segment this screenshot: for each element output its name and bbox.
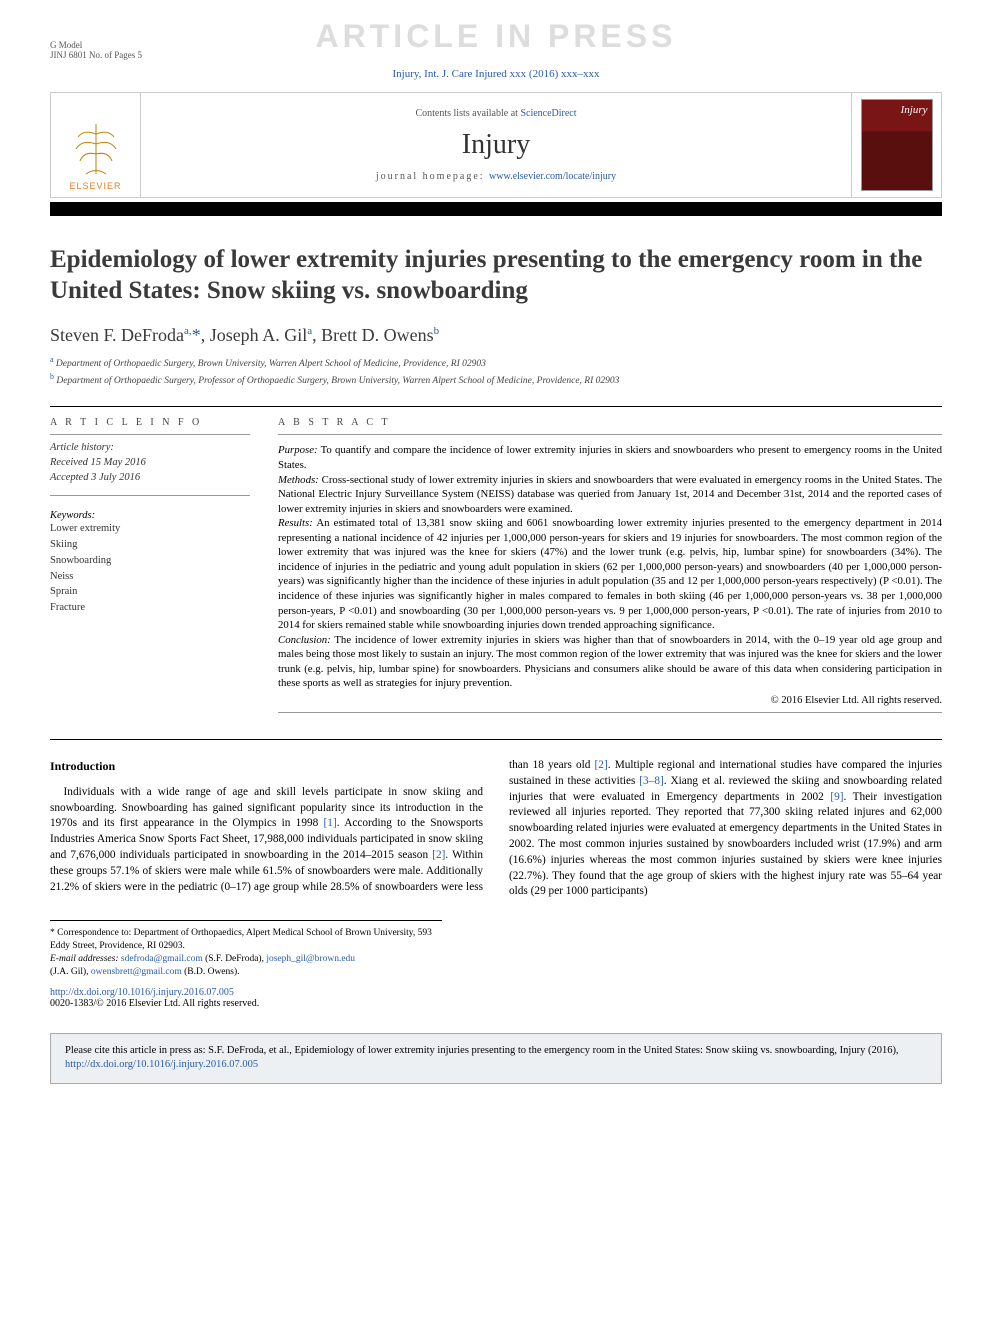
email-addresses: E-mail addresses: sdefroda@gmail.com (S.… (50, 953, 442, 979)
elsevier-logo-block: ELSEVIER (51, 93, 141, 197)
article-history: Article history: Received 15 May 2016 Ac… (50, 441, 250, 485)
authors: Steven F. DeFrodaa,*, Joseph A. Gila, Br… (50, 325, 942, 346)
cover-thumb-block: Injury (851, 93, 941, 197)
intro-heading: Introduction (50, 758, 483, 775)
contents-text: Contents lists available at (415, 108, 520, 119)
abstract-methods: Methods: Cross-sectional study of lower … (278, 473, 942, 517)
received-date: Received 15 May 2016 (50, 456, 250, 471)
abstract-conclusion: Conclusion: The incidence of lower extre… (278, 633, 942, 691)
keywords-label: Keywords: (50, 510, 250, 521)
rule-top (50, 406, 942, 407)
abstract-copyright: © 2016 Elsevier Ltd. All rights reserved… (278, 695, 942, 706)
email-link-1[interactable]: sdefroda@gmail.com (121, 954, 203, 964)
abstract: A B S T R A C T Purpose: To quantify and… (278, 417, 942, 721)
journal-reference: Injury, Int. J. Care Injured xxx (2016) … (50, 68, 942, 80)
watermark: ARTICLE IN PRESS (316, 18, 677, 55)
homepage-link[interactable]: www.elsevier.com/locate/injury (489, 171, 616, 182)
rule-bottom (50, 739, 942, 740)
keywords-list: Lower extremitySkiingSnowboardingNeissSp… (50, 521, 250, 616)
article-info-heading: A R T I C L E I N F O (50, 417, 250, 428)
masthead: ELSEVIER Contents lists available at Sci… (50, 92, 942, 198)
elsevier-label: ELSEVIER (69, 181, 121, 191)
doi-block: http://dx.doi.org/10.1016/j.injury.2016.… (50, 987, 942, 1009)
cite-box: Please cite this article in press as: S.… (50, 1033, 942, 1084)
body-columns: Introduction Individuals with a wide ran… (50, 758, 942, 900)
cite-doi-link[interactable]: http://dx.doi.org/10.1016/j.injury.2016.… (65, 1059, 258, 1070)
affiliation-a: a Department of Orthopaedic Surgery, Bro… (50, 354, 942, 371)
homepage-line: journal homepage: www.elsevier.com/locat… (161, 171, 831, 182)
email-link-3[interactable]: owensbrett@gmail.com (91, 967, 182, 977)
body-paragraph: Individuals with a wide range of age and… (50, 758, 942, 900)
affiliation-b: b Department of Orthopaedic Surgery, Pro… (50, 371, 942, 388)
journal-name: Injury (161, 129, 831, 161)
cover-title: Injury (901, 104, 928, 116)
history-label: Article history: (50, 441, 250, 456)
abstract-purpose: Purpose: To quantify and compare the inc… (278, 443, 942, 472)
issn-copyright: 0020-1383/© 2016 Elsevier Ltd. All right… (50, 998, 259, 1009)
abstract-results: Results: An estimated total of 13,381 sn… (278, 516, 942, 633)
correspondence: * Correspondence to: Department of Ortho… (50, 927, 442, 953)
homepage-label: journal homepage: (376, 171, 489, 182)
journal-cover-icon: Injury (861, 99, 933, 191)
cite-text: Please cite this article in press as: S.… (65, 1045, 899, 1056)
abstract-heading: A B S T R A C T (278, 417, 942, 428)
email-link-2[interactable]: joseph_gil@brown.edu (266, 954, 355, 964)
elsevier-tree-icon (66, 119, 126, 179)
article-title: Epidemiology of lower extremity injuries… (50, 244, 942, 307)
article-info: A R T I C L E I N F O Article history: R… (50, 417, 250, 721)
contents-line: Contents lists available at ScienceDirec… (161, 108, 831, 119)
black-separator-bar (50, 202, 942, 216)
sciencedirect-link[interactable]: ScienceDirect (520, 108, 576, 119)
doi-link[interactable]: http://dx.doi.org/10.1016/j.injury.2016.… (50, 987, 234, 998)
accepted-date: Accepted 3 July 2016 (50, 471, 250, 486)
footnotes: * Correspondence to: Department of Ortho… (50, 920, 442, 978)
